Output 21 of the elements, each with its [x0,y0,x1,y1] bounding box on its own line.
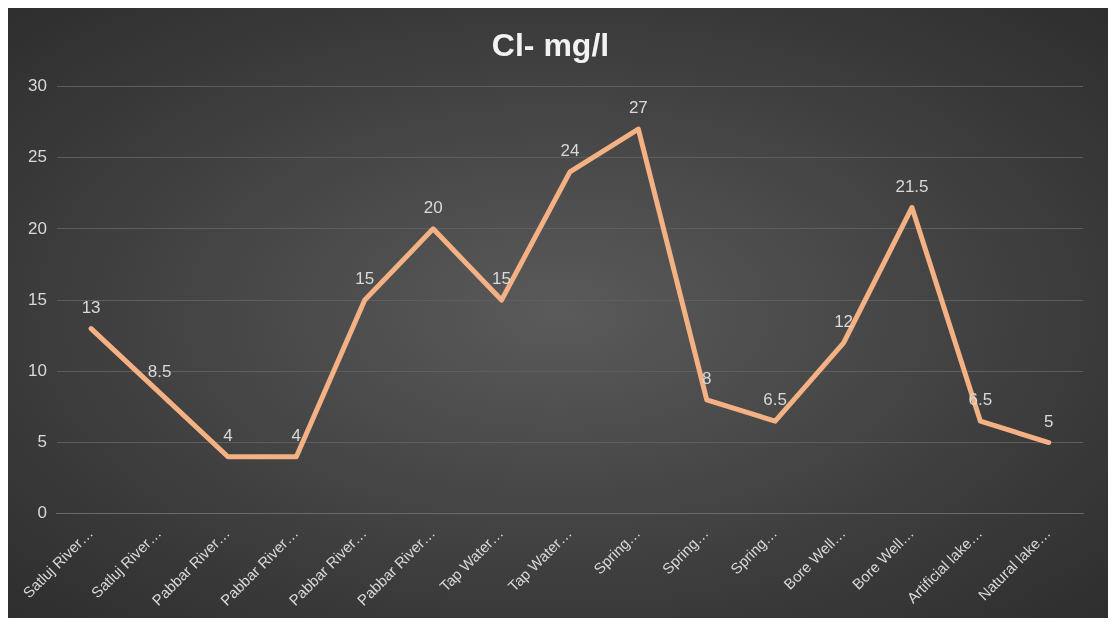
y-tick-label: 10 [27,361,47,380]
y-tick-label: 20 [27,218,47,238]
chart-title: Cl- mg/l [491,27,610,64]
y-tick-label: 30 [27,76,47,96]
data-label: 8.5 [147,361,172,381]
data-label: 24 [560,141,580,161]
data-label: 13 [81,297,101,317]
y-tick-label: 0 [37,503,47,523]
data-label: 15 [355,269,375,289]
data-label: 6.5 [763,390,787,410]
data-label: 12 [834,312,854,332]
data-label: 4 [291,425,302,445]
y-tick-label: 25 [27,147,47,167]
data-label: 20 [423,198,443,218]
data-label: 27 [628,98,648,118]
data-label: 4 [223,425,233,445]
data-label: 15 [492,269,512,289]
y-tick-label: 15 [27,289,47,309]
data-label: 21.5 [895,176,929,196]
data-label: 5 [1044,411,1054,431]
y-tick-label: 5 [37,432,47,452]
